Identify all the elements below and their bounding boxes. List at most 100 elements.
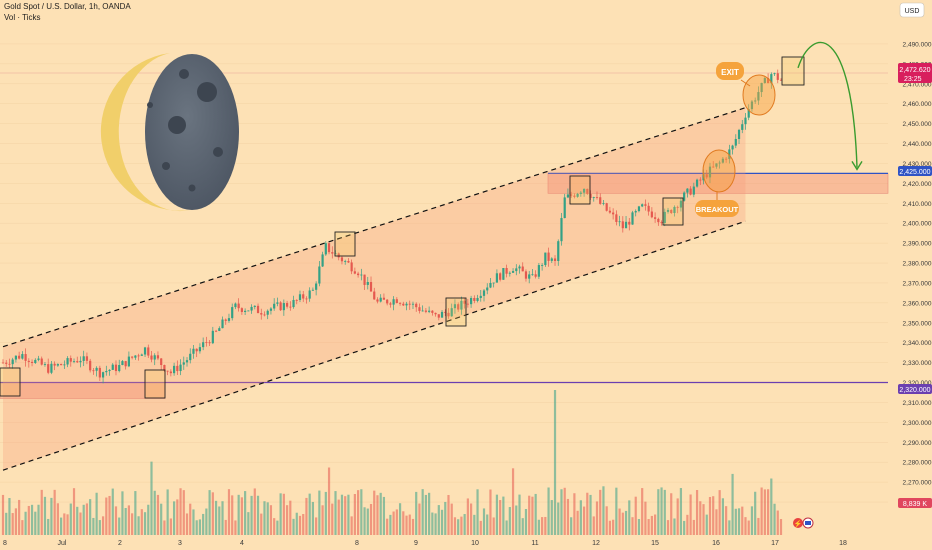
volume-bar (21, 520, 24, 535)
volume-bar (631, 517, 634, 535)
volume-bar (105, 497, 108, 535)
candle-body (779, 79, 783, 81)
candle-body (160, 358, 163, 366)
candle-body (27, 360, 30, 362)
candle-body (221, 319, 224, 329)
volume-bar (66, 514, 69, 535)
volume-bar (224, 519, 227, 535)
candle-body (773, 73, 776, 75)
price-tick-label: 2,370.000 (903, 280, 932, 287)
volume-bar (589, 494, 592, 535)
candle-body (560, 218, 563, 242)
volume-bar (324, 491, 327, 535)
candle-body (105, 371, 108, 373)
volume-bar (508, 507, 511, 535)
volume-bar (469, 503, 473, 535)
price-tick-label: 2,330.000 (903, 360, 932, 367)
volume-bar (279, 493, 282, 535)
time-tick-label: Jul (58, 540, 67, 547)
volume-bar (608, 520, 612, 535)
channel-lower-line (2, 220, 746, 471)
volume-bar (408, 514, 411, 535)
candle-body (244, 310, 247, 312)
candle-body (476, 297, 479, 301)
volume-bar (127, 505, 131, 535)
candle-body (534, 274, 537, 277)
price-tick-label: 2,390.000 (903, 241, 932, 248)
time-tick-label: 8 (355, 540, 359, 547)
volume-bar (27, 505, 30, 535)
candle-body (734, 138, 737, 146)
candle-body (482, 290, 486, 296)
candle-body (595, 197, 599, 198)
volume-bar (712, 496, 715, 535)
volume-bar (705, 514, 708, 535)
candle-body (492, 282, 495, 284)
candle-body (334, 253, 337, 255)
volume-bar (418, 503, 421, 535)
volume-bar (1, 494, 5, 535)
candle-body (612, 212, 615, 215)
candle-body (573, 195, 576, 197)
currency-selector[interactable]: USD (899, 2, 925, 18)
volume-bar (395, 509, 398, 535)
moon-crater (162, 162, 170, 170)
flag-glyph (805, 521, 811, 525)
volume-bar (69, 503, 72, 535)
candle-body (586, 188, 589, 194)
candle-body (114, 364, 118, 372)
candle-body (234, 303, 237, 308)
candle-body (350, 262, 353, 272)
volume-bar (489, 489, 492, 535)
volume-bar (43, 496, 47, 535)
candle-body (686, 188, 689, 193)
candle-body (127, 356, 131, 367)
candle-body (140, 354, 143, 356)
volume-bar (60, 517, 63, 535)
volume-bar (718, 490, 721, 535)
alert-icon[interactable] (793, 518, 803, 528)
volume-bar (111, 488, 114, 535)
candle-body (705, 174, 708, 178)
candle-body (224, 319, 227, 321)
volume-bar (531, 496, 534, 535)
volume-bar (192, 509, 195, 535)
candle-body (615, 214, 618, 222)
volume-tag (898, 498, 932, 508)
highlight-box (144, 369, 166, 399)
volume-bar (744, 517, 747, 535)
candle-body (211, 330, 214, 344)
time-tick-label: 11 (531, 540, 538, 547)
volume-bar (218, 506, 221, 535)
currency-button[interactable] (899, 2, 925, 18)
candle-body (379, 297, 382, 302)
volume-bar (515, 505, 518, 535)
candle-body (708, 166, 712, 178)
volume-value: 8,839 K (903, 501, 927, 508)
volume-bar (492, 517, 495, 535)
candle-body (524, 271, 528, 279)
volume-bar (692, 519, 695, 535)
volume-bar (576, 510, 579, 535)
candle-body (599, 197, 602, 204)
volume-bar (24, 511, 27, 535)
candle-body (763, 78, 766, 83)
candle-body (250, 306, 253, 311)
time-tick-label: 4 (240, 540, 244, 547)
volume-bar (398, 503, 402, 535)
candle-body (521, 266, 524, 272)
candle-body (311, 289, 315, 291)
time-tick-label: 12 (592, 540, 600, 547)
grid (0, 43, 888, 503)
volume-bar (757, 517, 760, 535)
volume-bar (360, 489, 363, 535)
candle-body (276, 302, 279, 304)
candle-body (770, 74, 773, 84)
candle-body (418, 307, 421, 311)
candle-body (566, 194, 570, 198)
candle-body (108, 369, 111, 372)
indicator-icons[interactable]: ⚡ (793, 517, 814, 529)
volume-bar (163, 520, 166, 535)
